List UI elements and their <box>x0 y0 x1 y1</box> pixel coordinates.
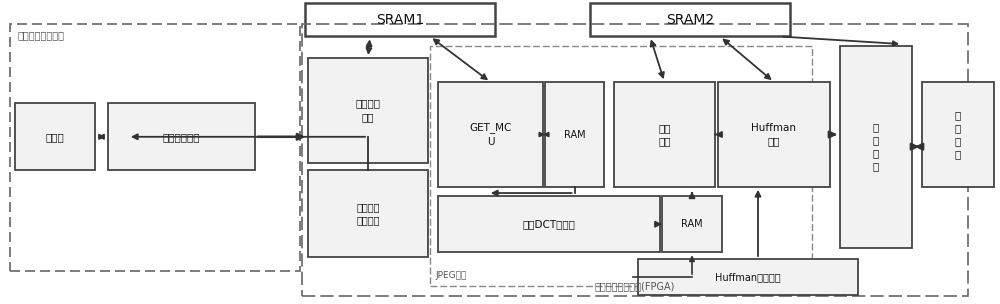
Text: 解码芯片
配置模块: 解码芯片 配置模块 <box>356 202 380 225</box>
Text: 摄像头: 摄像头 <box>46 132 64 142</box>
FancyBboxPatch shape <box>545 82 604 187</box>
Text: 视频解码芯片: 视频解码芯片 <box>163 132 200 142</box>
Text: JPEG模块: JPEG模块 <box>435 271 466 280</box>
Text: RAM: RAM <box>564 130 585 140</box>
Text: 图像采集
模块: 图像采集 模块 <box>356 98 380 122</box>
Text: SRAM2: SRAM2 <box>666 13 714 27</box>
FancyBboxPatch shape <box>840 46 912 248</box>
Text: 二维DCT及量化: 二维DCT及量化 <box>523 219 575 229</box>
Text: Huffman
编码: Huffman 编码 <box>752 123 796 146</box>
FancyBboxPatch shape <box>438 82 543 187</box>
Text: GET_MC
U: GET_MC U <box>469 123 512 147</box>
FancyBboxPatch shape <box>108 103 255 170</box>
FancyBboxPatch shape <box>662 196 722 252</box>
Text: 图像信号转换模块: 图像信号转换模块 <box>18 30 65 40</box>
FancyBboxPatch shape <box>308 58 428 163</box>
Text: 读写
模块: 读写 模块 <box>658 123 671 146</box>
FancyBboxPatch shape <box>614 82 715 187</box>
FancyBboxPatch shape <box>590 3 790 36</box>
FancyBboxPatch shape <box>15 103 95 170</box>
Text: Huffman控制模块: Huffman控制模块 <box>715 272 781 282</box>
Text: RAM: RAM <box>681 219 703 229</box>
FancyBboxPatch shape <box>638 259 858 295</box>
Text: 通
信
模
块: 通 信 模 块 <box>955 110 961 159</box>
FancyBboxPatch shape <box>922 82 994 187</box>
FancyBboxPatch shape <box>438 196 660 252</box>
Text: 图像数据处理模块(FPGA): 图像数据处理模块(FPGA) <box>595 281 675 291</box>
Text: 数
据
发
送: 数 据 发 送 <box>873 122 879 171</box>
FancyBboxPatch shape <box>308 170 428 257</box>
FancyBboxPatch shape <box>305 3 495 36</box>
Text: SRAM1: SRAM1 <box>376 13 424 27</box>
FancyBboxPatch shape <box>718 82 830 187</box>
